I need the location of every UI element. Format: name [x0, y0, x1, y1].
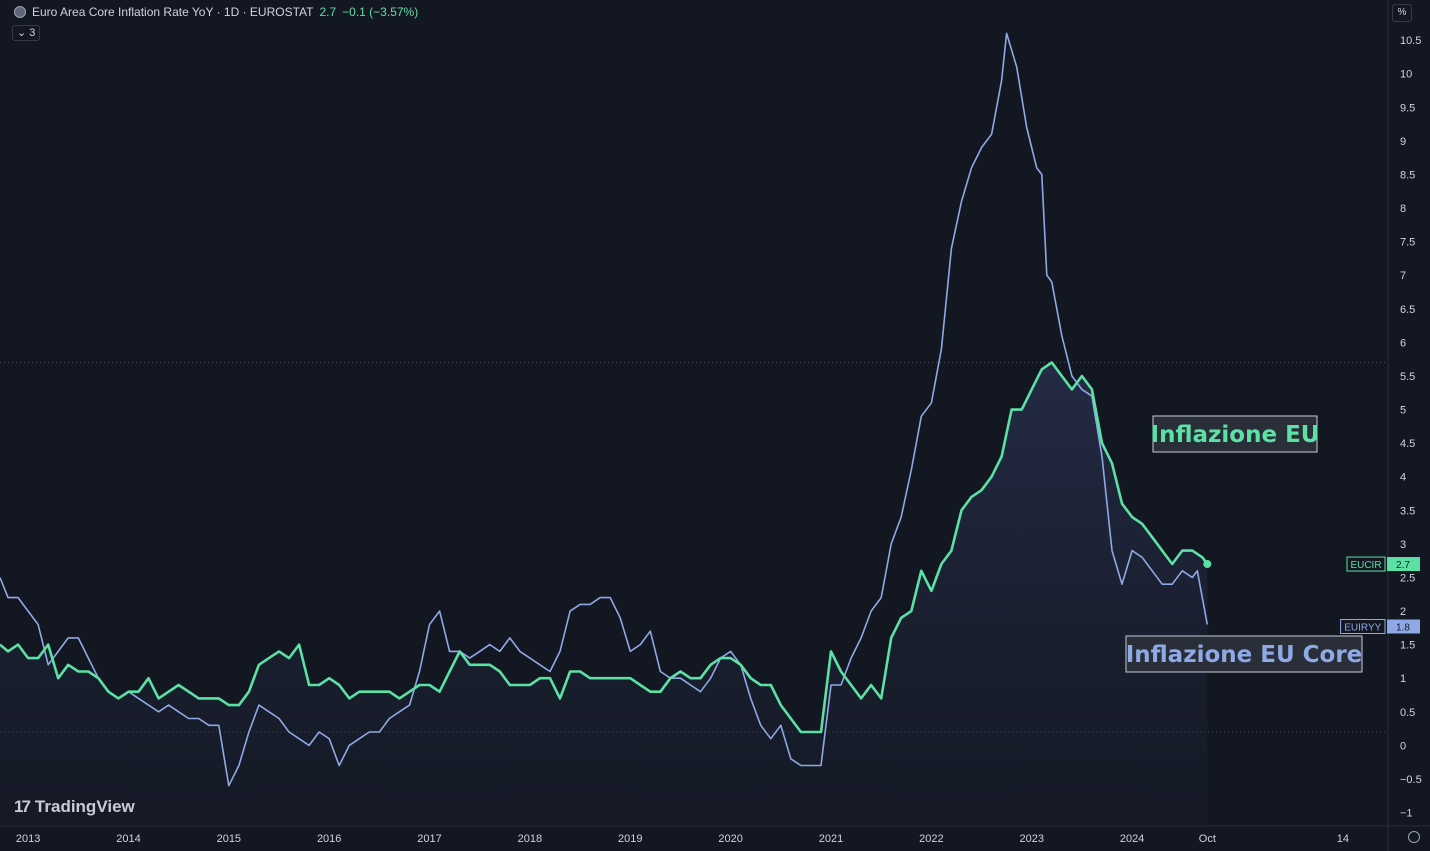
y-tick-label: −1 — [1400, 808, 1413, 820]
y-tick-label: 1 — [1400, 673, 1406, 685]
x-tick-label: 14 — [1337, 833, 1349, 845]
x-tick-label: 2016 — [317, 833, 341, 845]
y-tick-label: 6.5 — [1400, 304, 1415, 316]
y-tick-label: 7 — [1400, 270, 1406, 282]
globe-icon — [14, 6, 26, 18]
x-tick-label: 2021 — [819, 833, 843, 845]
logo-text: TradingView — [34, 797, 135, 816]
x-tick-label: 2022 — [919, 833, 943, 845]
x-tick-label: Oct — [1199, 833, 1216, 845]
last-value: 2.7 — [319, 5, 337, 19]
x-tick-label: 2017 — [417, 833, 441, 845]
x-tick-label: 2024 — [1120, 833, 1144, 845]
tradingview-logo[interactable]: 17 TradingView — [14, 797, 135, 817]
y-tick-label: 8 — [1400, 203, 1406, 215]
tradingview-mark-icon: 17 — [14, 797, 31, 816]
x-tick-label: 2015 — [217, 833, 241, 845]
y-tick-label: 7.5 — [1400, 237, 1415, 249]
price-tag-name: EUCIR — [1350, 560, 1381, 571]
series-line-eucir[interactable] — [0, 361, 1209, 734]
price-tag-name-box — [1340, 619, 1386, 634]
x-tick-label: 2019 — [618, 833, 642, 845]
y-tick-label: 3 — [1400, 539, 1406, 551]
annotation-label[interactable]: Inflazione EU Core — [1125, 635, 1363, 673]
last-point-marker — [1203, 560, 1212, 569]
x-tick-label: 2020 — [718, 833, 742, 845]
y-tick-label: 6 — [1400, 337, 1406, 349]
area-fill-inflazione-eu — [0, 362, 1208, 826]
y-tick-label: 8.5 — [1400, 169, 1415, 181]
y-tick-label: 2 — [1400, 606, 1406, 618]
indicators-count: 3 — [29, 27, 36, 39]
price-tag-euiryy[interactable]: EUIRYY 1.8 — [1340, 619, 1420, 634]
y-tick-label: −0.5 — [1400, 774, 1422, 786]
y-tick-label: 3.5 — [1400, 505, 1415, 517]
y-tick-label: 0 — [1400, 740, 1406, 752]
price-tag-name-box — [1346, 556, 1386, 572]
y-tick-label: 10 — [1400, 69, 1412, 81]
price-tag-name: EUIRYY — [1344, 623, 1381, 634]
y-tick-label: 0.5 — [1400, 707, 1415, 719]
y-tick-label: 5.5 — [1400, 371, 1415, 383]
annotation-label[interactable]: Inflazione EU — [1151, 415, 1320, 453]
settings-gear-icon[interactable] — [1408, 831, 1420, 843]
annotation-box — [1125, 635, 1363, 673]
indicators-toggle[interactable]: ⌄ 3 — [12, 25, 41, 41]
y-tick-label: 9.5 — [1400, 102, 1415, 114]
annotation-text: Inflazione EU Core — [1126, 642, 1363, 668]
x-tick-label: 2013 — [16, 833, 40, 845]
price-tag-value-box — [1387, 557, 1420, 572]
x-tick-label: 2014 — [116, 833, 140, 845]
series-line-euiryy[interactable] — [0, 32, 1209, 787]
price-tag-eucir[interactable]: EUCIR 2.7 — [1346, 556, 1420, 572]
symbol-title[interactable]: Euro Area Core Inflation Rate YoY · 1D ·… — [32, 5, 314, 19]
chart-header: Euro Area Core Inflation Rate YoY · 1D ·… — [14, 5, 418, 19]
percent-scale-button[interactable]: % — [1392, 4, 1412, 22]
y-tick-label: 4 — [1400, 472, 1406, 484]
x-tick-label: 2023 — [1019, 833, 1043, 845]
price-tag-value: 2.7 — [1396, 560, 1410, 571]
y-tick-label: 5 — [1400, 405, 1406, 417]
price-tag-value: 1.8 — [1396, 623, 1410, 634]
annotation-text: Inflazione EU — [1151, 422, 1320, 448]
x-tick-label: 2018 — [518, 833, 542, 845]
chevron-down-icon: ⌄ — [17, 27, 27, 39]
y-tick-label: 1.5 — [1400, 640, 1415, 652]
y-tick-label: 9 — [1400, 136, 1406, 148]
y-tick-label: 2.5 — [1400, 572, 1415, 584]
y-tick-label: 10.5 — [1400, 35, 1421, 47]
y-tick-label: 4.5 — [1400, 438, 1415, 450]
value-change: −0.1 (−3.57%) — [342, 5, 419, 19]
price-tag-value-box — [1387, 619, 1420, 634]
annotation-box — [1152, 415, 1318, 453]
